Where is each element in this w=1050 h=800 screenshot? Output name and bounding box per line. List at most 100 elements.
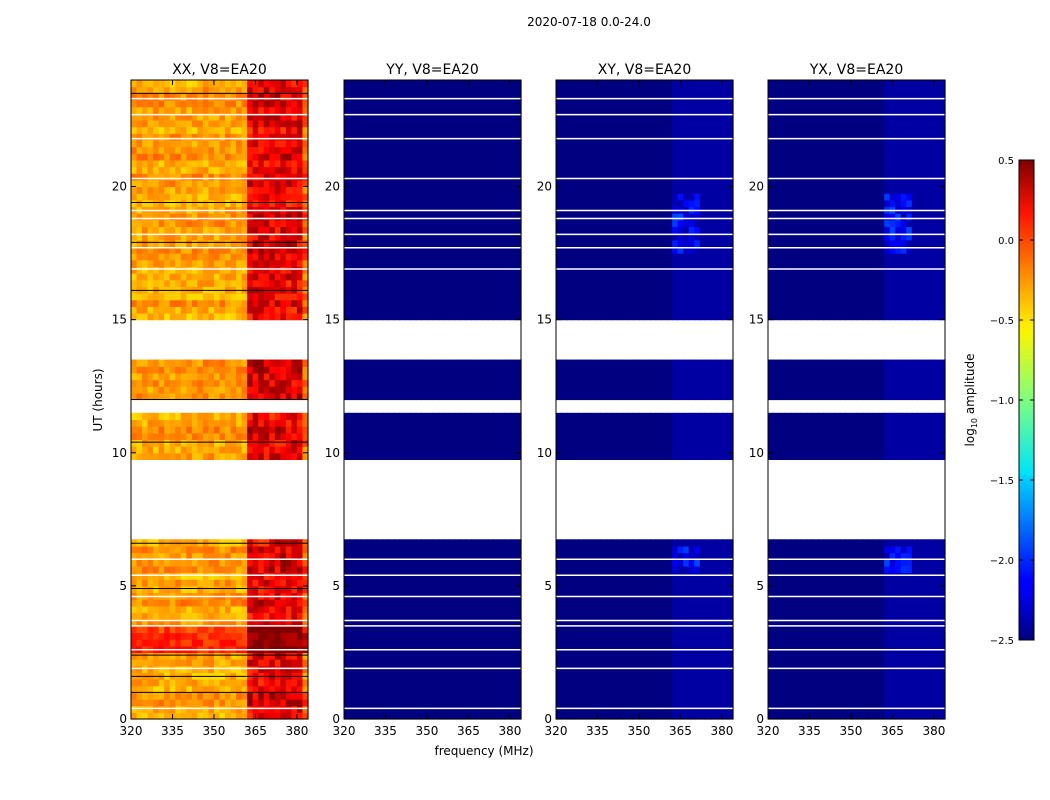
heatmap-cell — [230, 432, 237, 441]
heatmap-cell — [410, 173, 417, 181]
heatmap-cell — [498, 306, 506, 314]
heatmap-cell — [208, 432, 215, 441]
heatmap-cell — [197, 685, 204, 693]
heatmap-cell — [263, 625, 270, 634]
heatmap-cell — [504, 579, 511, 587]
heatmap-cell — [191, 705, 198, 713]
heatmap-cell — [393, 672, 400, 680]
heatmap-cell — [504, 93, 511, 101]
heatmap-cell — [509, 612, 517, 620]
heatmap-cell — [153, 426, 160, 434]
heatmap-cell — [269, 133, 276, 141]
heatmap-cell — [186, 113, 193, 121]
heatmap-cell — [136, 153, 143, 161]
heatmap-cell — [180, 605, 187, 614]
heatmap-cell — [247, 705, 254, 713]
heatmap-cell — [460, 386, 467, 394]
heatmap-cell — [482, 106, 489, 114]
heatmap-cell — [247, 166, 254, 174]
heatmap-cell — [169, 126, 176, 134]
heatmap-cell — [438, 452, 445, 461]
heatmap-cell — [175, 99, 182, 108]
heatmap-cell — [230, 159, 237, 168]
heatmap-cell — [415, 179, 423, 188]
heatmap-cell — [263, 86, 270, 94]
heatmap-cell — [476, 86, 483, 94]
heatmap-cell — [465, 559, 472, 567]
heatmap-cell — [410, 273, 417, 281]
heatmap-cell — [410, 705, 417, 713]
heatmap-cell — [247, 612, 254, 620]
heatmap-cell — [175, 146, 182, 154]
heatmap-cell — [454, 446, 461, 454]
heatmap-cell — [153, 366, 160, 374]
heatmap-cell — [153, 439, 160, 447]
heatmap-cell — [175, 599, 182, 607]
heatmap-cell — [377, 179, 384, 188]
heatmap-cell — [426, 286, 434, 294]
heatmap-cell — [432, 659, 439, 667]
heatmap-cell — [471, 173, 478, 181]
heatmap-cell — [344, 426, 351, 434]
heatmap-cell — [202, 572, 210, 580]
heatmap-cell — [225, 419, 232, 427]
heatmap-cell — [258, 199, 265, 208]
heatmap-cell — [465, 186, 472, 194]
heatmap-cell — [382, 153, 389, 161]
heatmap-cell — [247, 392, 254, 401]
heatmap-cell — [377, 392, 384, 401]
heatmap-cell — [219, 166, 226, 174]
heatmap-cell — [241, 412, 248, 421]
heatmap-cell — [158, 233, 165, 241]
heatmap-cell — [285, 659, 293, 667]
heatmap-cell — [443, 226, 450, 234]
heatmap-cell — [236, 652, 243, 660]
heatmap-cell — [147, 259, 154, 267]
heatmap-cell — [175, 233, 182, 241]
heatmap-cell — [274, 386, 281, 394]
heatmap-cell — [471, 559, 478, 567]
heatmap-cell — [360, 446, 367, 454]
heatmap-cell — [360, 599, 367, 607]
heatmap-cell — [236, 273, 243, 281]
heatmap-cell — [247, 659, 254, 667]
heatmap-cell — [302, 293, 309, 301]
heatmap-cell — [498, 312, 506, 321]
heatmap-cell — [213, 579, 221, 587]
heatmap-cell — [432, 199, 439, 208]
heatmap-cell — [263, 312, 270, 321]
heatmap-cell — [366, 679, 373, 687]
heatmap-cell — [471, 692, 478, 700]
heatmap-cell — [263, 239, 270, 248]
heatmap-cell — [493, 166, 500, 174]
heatmap-cell — [487, 699, 494, 707]
heatmap-cell — [241, 565, 248, 574]
heatmap-cell — [460, 306, 467, 314]
heatmap-cell — [225, 699, 232, 707]
heatmap-cell — [197, 632, 204, 640]
heatmap-cell — [263, 233, 270, 241]
heatmap-cell — [344, 419, 351, 427]
heatmap-cell — [404, 93, 411, 101]
heatmap-cell — [509, 239, 517, 248]
heatmap-cell — [219, 446, 226, 454]
heatmap-cell — [296, 99, 304, 108]
heatmap-cell — [158, 392, 165, 401]
heatmap-cell — [186, 273, 193, 281]
heatmap-cell — [421, 572, 428, 580]
heatmap-cell — [388, 279, 395, 287]
heatmap-cell — [142, 446, 149, 454]
heatmap-cell — [399, 253, 406, 261]
heatmap-cell — [230, 193, 237, 201]
heatmap-cell — [186, 552, 193, 560]
heatmap-cell — [236, 665, 243, 674]
heatmap-cell — [371, 186, 378, 194]
heatmap-cell — [438, 599, 445, 607]
heatmap-cell — [142, 379, 149, 387]
heatmap-cell — [410, 306, 417, 314]
heatmap-cell — [388, 93, 395, 101]
heatmap-cell — [142, 119, 149, 128]
heatmap-cell — [169, 366, 176, 374]
heatmap-cell — [443, 639, 450, 647]
heatmap-cell — [164, 652, 171, 660]
